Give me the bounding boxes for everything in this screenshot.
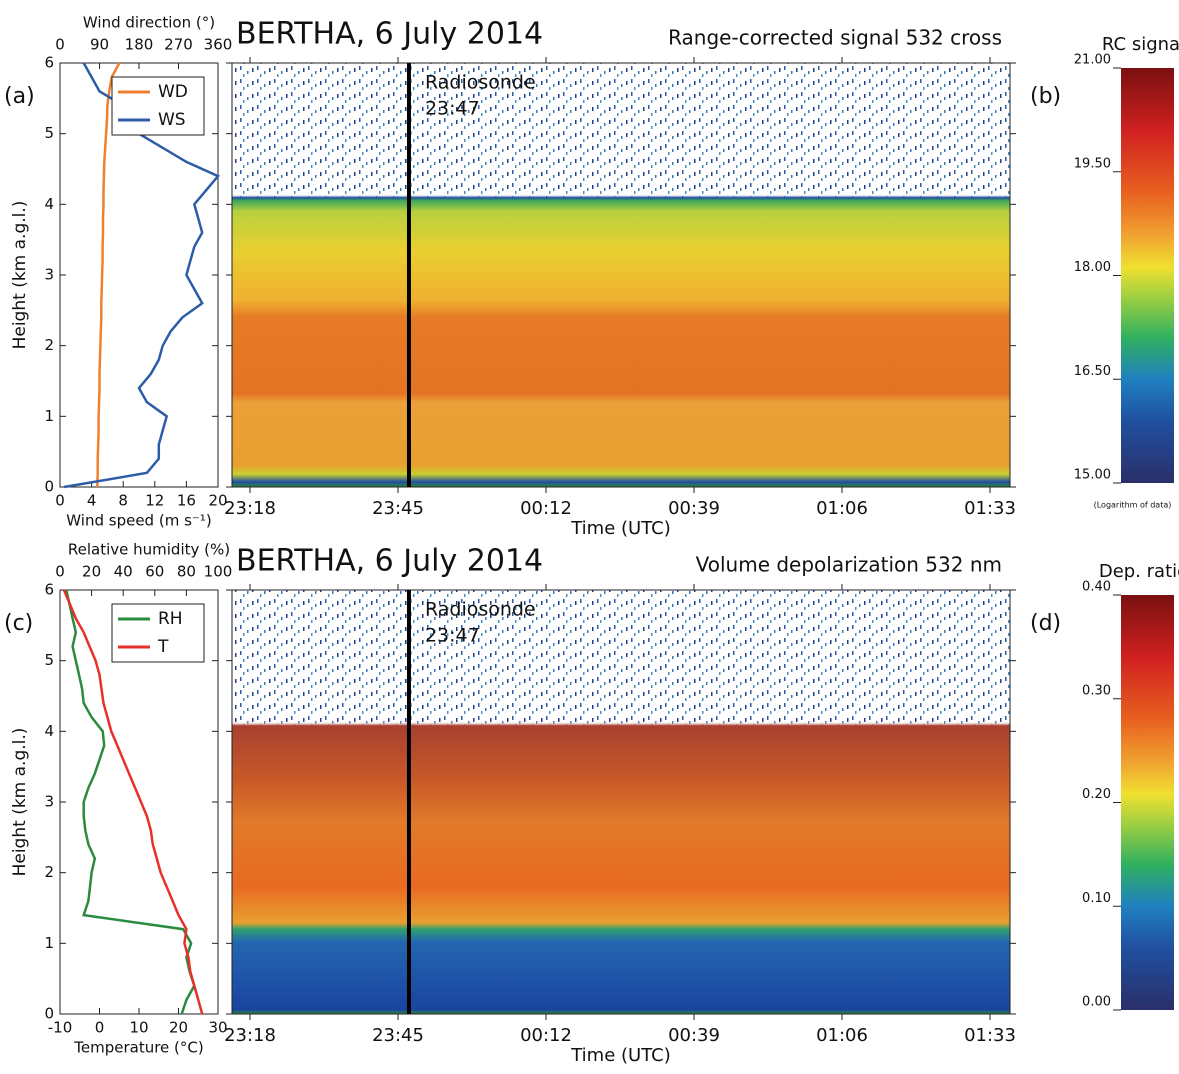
colorbar-label: RC signal [1102,34,1179,55]
x2-tick-label: 180 [125,36,154,54]
x2-axis-label: Relative humidity (%) [68,541,230,559]
y-tick-label: 0 [44,1005,54,1023]
colorbar-tick-label: 21.00 [1074,53,1111,68]
y-axis-label: Height (km a.g.l.) [10,201,30,350]
colorbar [1121,68,1174,483]
x2-tick-label: 60 [145,563,164,581]
chart-title: BERTHA, 6 July 2014 [236,17,543,52]
x-tick-label: 23:45 [372,1025,424,1046]
colorbar-tick-label: 18.00 [1074,260,1111,275]
colorbar-tick-label: 0.20 [1082,787,1111,802]
x-tick-label: 00:39 [668,498,720,519]
x-axis-label: Temperature (°C) [73,1039,203,1057]
profile-line [96,62,121,488]
x-axis-label: Wind speed (m s⁻¹) [66,512,211,530]
x-tick-label: 23:45 [372,498,424,519]
x2-tick-label: 40 [114,563,133,581]
x2-tick-label: 90 [90,36,109,54]
x2-tick-label: 0 [55,563,65,581]
colorbar-label: Dep. ratio [1099,561,1179,582]
x-tick-label: 01:33 [964,498,1016,519]
annotation: Radiosonde [425,72,536,94]
x2-tick-label: 360 [204,36,233,54]
y-tick-label: 4 [44,195,54,213]
panel-label: (b) [1030,84,1061,109]
colorbar-tick-label: 16.50 [1074,364,1111,379]
colorbar-tick-label: 15.00 [1074,468,1111,483]
x-tick-label: 20 [208,492,227,510]
colorbar-tick-label: 19.50 [1074,156,1111,171]
legend-box [111,76,205,136]
legend-box [111,603,205,663]
y-tick-label: 0 [44,478,54,496]
x2-tick-label: 270 [164,36,193,54]
y-tick-label: 2 [44,336,54,354]
x-tick-label: 00:12 [520,498,572,519]
x-axis-label: Time (UTC) [570,1045,671,1066]
panel-label: (d) [1030,611,1061,636]
x2-tick-label: 80 [177,563,196,581]
y-tick-label: 6 [44,54,54,72]
x-tick-label: 01:06 [816,1025,868,1046]
annotation: 23:47 [425,98,480,120]
y-tick-label: 1 [44,934,54,952]
annotation: 23:47 [425,625,480,647]
annotation: Radiosonde [425,599,536,621]
x-tick-label: 10 [129,1019,148,1037]
x-tick-label: 8 [118,492,128,510]
panel-label: (a) [4,84,35,109]
colorbar-tick-label: 0.10 [1082,891,1111,906]
x-tick-label: 12 [145,492,164,510]
y-tick-label: 2 [44,863,54,881]
chart-subtitle: Volume depolarization 532 nm [696,553,1002,577]
y-tick-label: 1 [44,407,54,425]
x2-tick-label: 0 [55,36,65,54]
x-tick-label: -10 [48,1019,73,1037]
colorbar-tick-label: 0.00 [1082,995,1111,1010]
colorbar-tick-label: 0.30 [1082,683,1111,698]
profile-line [62,589,204,1015]
y-tick-label: 4 [44,722,54,740]
x-tick-label: 16 [177,492,196,510]
colorbar [1121,595,1174,1010]
legend-label: WS [158,110,186,130]
legend-label: WD [158,82,188,102]
x-tick-label: 0 [55,492,65,510]
chart-title: BERTHA, 6 July 2014 [236,544,543,579]
y-axis-label: Height (km a.g.l.) [10,728,30,877]
chart-subtitle: Range-corrected signal 532 cross [668,26,1002,50]
profile-line [65,589,196,1015]
legend-label: T [157,637,169,657]
y-tick-label: 3 [44,793,54,811]
y-tick-label: 3 [44,266,54,284]
x-axis-label: Time (UTC) [570,518,671,539]
x-tick-label: 00:12 [520,1025,572,1046]
x-tick-label: 4 [87,492,97,510]
y-tick-label: 5 [44,124,54,142]
x-tick-label: 20 [169,1019,188,1037]
y-tick-label: 6 [44,581,54,599]
x2-tick-label: 20 [82,563,101,581]
legend-label: RH [158,609,183,629]
curtain [232,590,1010,1014]
colorbar-note: (Logarithm of data) [1094,501,1172,510]
x-tick-label: 23:18 [224,498,276,519]
x2-axis-label: Wind direction (°) [83,14,215,32]
y-tick-label: 5 [44,651,54,669]
colorbar-tick-label: 0.40 [1082,580,1111,595]
x-tick-label: 00:39 [668,1025,720,1046]
panel-label: (c) [4,611,33,636]
x-tick-label: 23:18 [224,1025,276,1046]
x-tick-label: 01:06 [816,498,868,519]
x2-tick-label: 100 [204,563,233,581]
curtain [232,63,1010,487]
x-tick-label: 01:33 [964,1025,1016,1046]
x-tick-label: 0 [95,1019,105,1037]
x-tick-label: 30 [208,1019,227,1037]
